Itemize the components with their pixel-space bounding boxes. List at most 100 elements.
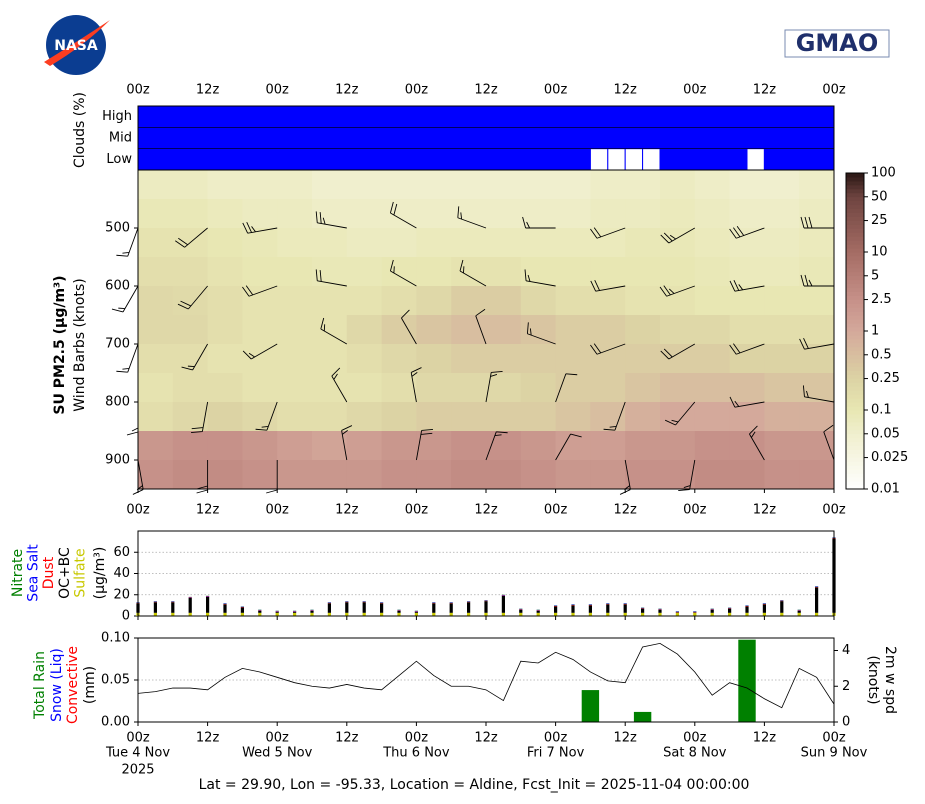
heat-cell [138,286,174,316]
wind-barb [729,225,765,239]
heat-cell [312,460,348,490]
heat-cell [381,199,417,229]
x-tick-label: 12z [614,503,638,518]
colorbar-tick-label: 5 [871,268,879,283]
heat-cell [138,228,174,258]
aerosol-bar [206,612,210,616]
x-tick-label: 12z [614,83,638,98]
aerosol-bar [658,609,662,613]
cloud-fill [312,106,330,128]
heat-cell [277,344,313,374]
colorbar-segment [846,220,864,225]
x-tick-label: 12z [474,503,498,518]
date-label: Wed 5 Nov [242,746,313,761]
heat-cell [660,170,696,200]
cloud-fill [172,127,191,149]
colorbar-segment [846,469,864,474]
heat-cell [590,257,626,287]
heat-cell [729,170,765,200]
colorbar-segment [846,406,864,411]
cloud-fill [433,148,452,170]
colorbar-segment [846,267,864,273]
x-tick-label: 00z [822,731,846,746]
heat-cell [207,315,243,345]
heat-cell [764,286,800,316]
aerosol-bar [397,610,401,613]
aerosol-bar [501,612,505,616]
heat-cell [694,199,731,229]
cloud-fill [172,106,191,128]
cloud-fill [520,148,539,170]
x-tick-label: 00z [266,503,290,518]
y-tick-label: 900 [105,453,130,468]
colorbar-segment [846,303,864,308]
heat-cell [451,228,487,258]
heat-cell [625,199,661,229]
heat-cell [138,431,174,461]
wind-barb [800,216,834,229]
colorbar-segment [846,236,864,241]
heat-cell [381,228,417,258]
wind-barb [116,343,139,373]
cloud-fill [346,148,365,170]
wind-barb [331,367,348,403]
precip-bar [738,639,756,722]
heat-cell [729,315,765,345]
heat-cell [416,170,452,200]
heat-cell [451,286,487,316]
x-tick-label: 00z [822,503,846,518]
heat-cell [346,257,383,287]
aerosol-bar [815,612,819,616]
y2-axis-label: (knots) [865,655,881,704]
heat-cell [207,170,243,200]
cloud-fill [781,127,800,149]
y2-tick-label: 2 [842,679,850,694]
cloud-fill [590,127,608,149]
cloud-fill [190,127,208,149]
colorbar-tick-label: 0.01 [871,482,900,497]
x-tick-label: 00z [544,83,568,98]
x-tick-label: 12z [196,503,220,518]
cloud-fill [764,148,782,170]
cloud-fill [468,127,486,149]
legend-label: Nitrate [10,549,26,597]
aerosol-bar [588,605,592,613]
heat-cell [172,402,209,432]
aerosol-bar [188,597,192,613]
heat-cell [138,170,174,200]
colorbar-segment [846,240,864,245]
heat-cell [312,402,348,432]
cloud-fill [381,148,399,170]
cloud-fill [520,106,539,128]
heat-cell [416,228,452,258]
y-tick-label: Low [106,152,132,167]
heat-cell [764,373,800,403]
aerosol-bar [414,611,418,613]
heat-cell [694,431,731,461]
heat-cell [277,257,313,287]
cloud-fill [399,106,417,128]
wind-barb [459,259,487,287]
heat-cell [799,373,835,403]
colorbar-segment [846,425,864,431]
aerosol-bar [658,612,662,616]
colorbar-segment [846,307,864,312]
colorbar-segment [846,180,864,186]
heat-cell [520,170,557,200]
cloud-fill [225,106,243,128]
heat-cell [694,402,731,432]
heat-cell [277,199,313,229]
precip-bar [581,690,600,722]
heat-cell [138,344,174,374]
y-tick-label: 700 [105,337,130,352]
aerosol-bar [327,603,331,613]
legend-label: Total Rain [32,651,48,720]
wind-barb [116,227,139,257]
x-tick-label: 00z [683,731,707,746]
wind-barb [800,274,834,287]
heat-cell [520,286,557,316]
colorbar-segment [846,259,864,265]
cloud-fill [329,148,347,170]
cloud-fill [816,127,834,149]
heat-cell [694,460,731,490]
